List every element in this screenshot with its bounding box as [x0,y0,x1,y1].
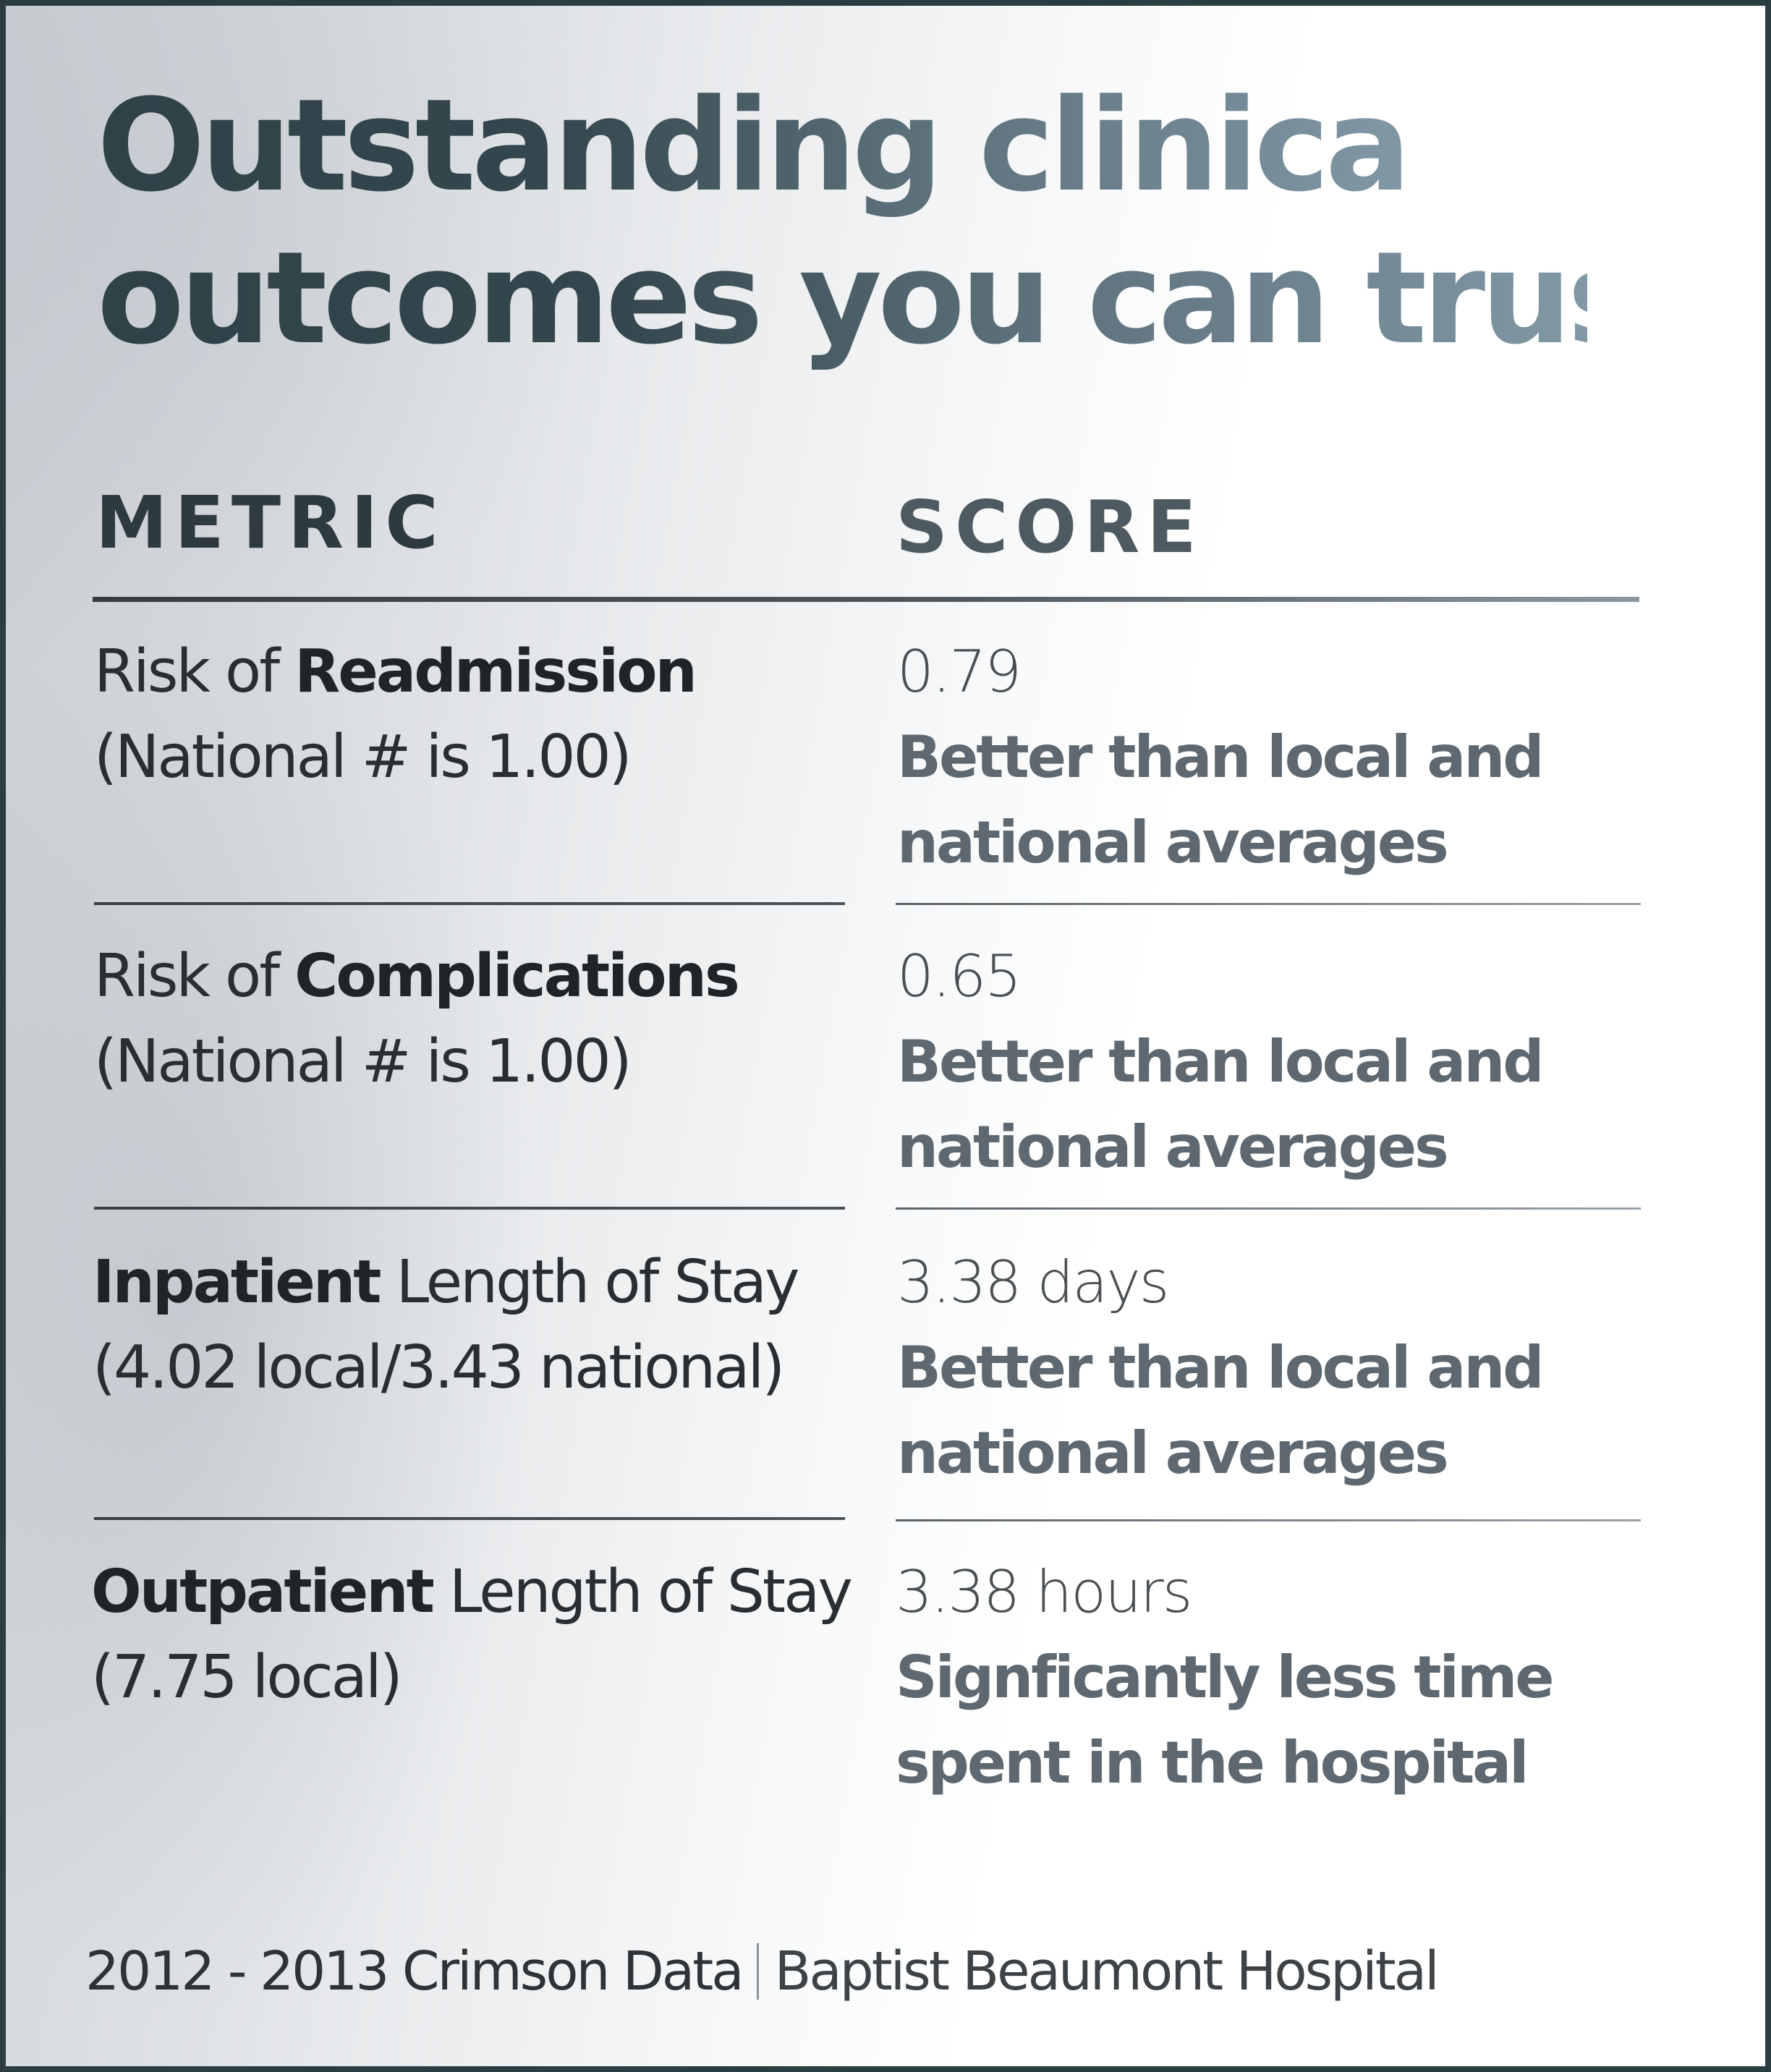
row-4-metric-note: (7.75 local) [91,1643,403,1712]
page-title-line-1: Outstanding clinical [97,69,1451,222]
row-3-divider-right [896,1519,1641,1521]
metric-suffix: Length of Stay [379,1248,799,1317]
row-1-score-value: 0.79 [897,638,1022,705]
footer-separator [756,1943,759,2000]
metric-prefix: Risk of [94,637,295,706]
row-3-score-desc-line-2: national averages [897,1419,1449,1487]
row-1-metric-note: (National # is 1.00) [94,723,632,791]
row-1-score-desc-line-1: Better than local and [897,723,1545,791]
footer-hospital-name: Baptist Beaumont Hospital [774,1940,1440,2003]
metric-name-bold: Inpatient [93,1248,381,1317]
metric-name-bold: Complications [294,942,740,1011]
header-divider [93,597,1639,602]
row-3-metric-note: (4.02 local/3.43 national) [93,1333,785,1402]
row-4-score-desc-line-2: spent in the hospital [896,1729,1529,1796]
row-3-metric-label: Inpatient Length of Stay [93,1240,799,1325]
row-4-score-desc-line-1: Signficantly less time [896,1644,1555,1711]
row-2-score-desc-line-2: national averages [897,1113,1449,1181]
clinical-outcomes-card: Outstanding clinical outcomes you can tr… [6,6,1765,2066]
row-2-divider-left [94,1207,845,1210]
metric-name-bold: Outpatient [91,1558,435,1626]
metric-prefix: Risk of [94,942,295,1011]
row-2-divider-right [896,1207,1641,1210]
row-1-divider-left [94,902,845,905]
row-1-metric-label: Risk of Readmission [94,629,697,715]
row-1-divider-right [896,903,1641,905]
footer-source: 2012 - 2013 Crimson Data [85,1940,744,2003]
metric-suffix: Length of Stay [432,1558,853,1626]
row-1-score-desc-line-2: national averages [897,809,1449,876]
row-4-score-value: 3.38 hours [896,1558,1192,1626]
row-3-divider-left [94,1517,845,1520]
row-3-score-desc-line-1: Better than local and [897,1334,1545,1401]
column-header-metric: METRIC [95,480,446,565]
row-3-score-value: 3.38 days [897,1249,1169,1316]
row-4-metric-label: Outpatient Length of Stay [91,1550,853,1635]
column-header-score: SCORE [896,485,1204,569]
page-title-line-2: outcomes you can trust. [97,222,1744,375]
row-2-metric-label: Risk of Complications [94,934,740,1019]
row-2-metric-note: (National # is 1.00) [94,1027,632,1096]
row-2-score-desc-line-1: Better than local and [897,1028,1545,1095]
metric-name-bold: Readmission [294,637,697,706]
row-2-score-value: 0.65 [897,943,1022,1010]
footer-credit: 2012 - 2013 Crimson Data Baptist Beaumont… [85,1932,1440,2011]
